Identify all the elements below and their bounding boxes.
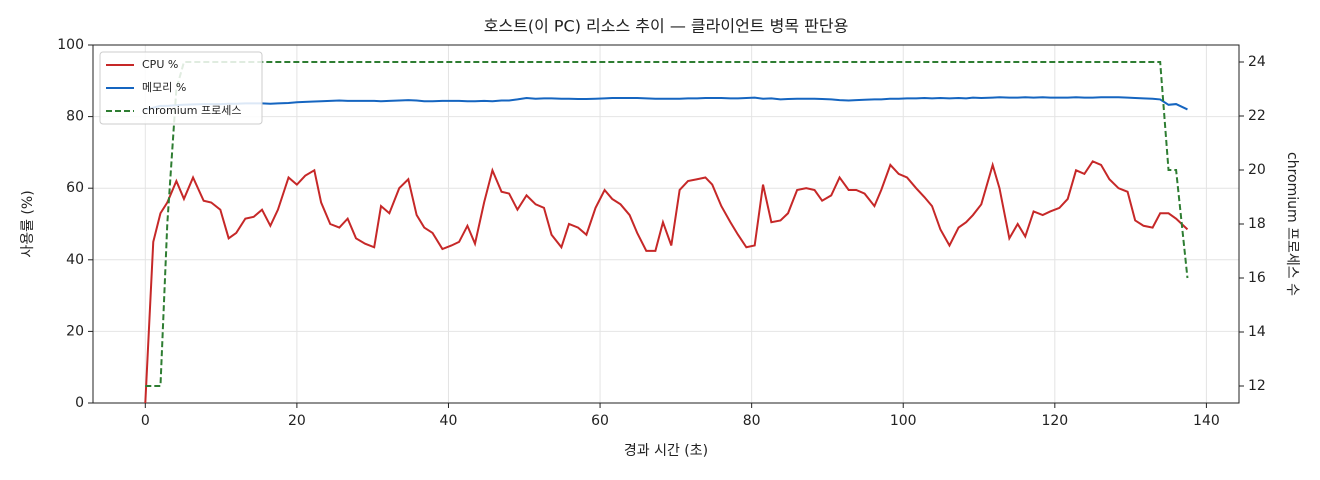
x-tick-label: 140 [1193, 413, 1220, 429]
y2-tick-label: 22 [1248, 108, 1266, 124]
x-tick-label: 80 [743, 413, 761, 429]
y2-tick-label: 16 [1248, 270, 1266, 286]
y2-tick-label: 14 [1248, 324, 1266, 340]
y-axis-label: 사용률 (%) [20, 190, 36, 257]
y2-tick-label: 12 [1248, 378, 1266, 394]
legend-box [99, 51, 263, 125]
x-axis-label: 경과 시간 (초) [624, 443, 708, 459]
y2-axis-label: chromium 프로세스 수 [1284, 152, 1300, 296]
y-tick-label: 20 [66, 323, 84, 339]
y-tick-label: 100 [57, 37, 84, 53]
x-tick-label: 0 [141, 413, 150, 429]
data-line [145, 61, 1189, 387]
chart-title: 호스트(이 PC) 리소스 추이 — 클라이언트 병목 판단용 [484, 17, 849, 36]
y-tick-label: 80 [66, 109, 84, 125]
y-tick-label: 40 [66, 252, 84, 268]
legend-label: CPU % [142, 58, 178, 71]
y-tick-label: 0 [75, 395, 84, 411]
data-line [145, 96, 1188, 111]
y2-tick-label: 20 [1248, 162, 1266, 178]
plot-frame [92, 44, 1240, 404]
x-tick-label: 40 [440, 413, 458, 429]
legend-label: 메모리 % [142, 81, 186, 94]
data-line [144, 160, 1189, 404]
x-tick-label: 120 [1041, 413, 1068, 429]
y-tick-label: 60 [66, 180, 84, 196]
x-tick-label: 60 [591, 413, 609, 429]
x-tick-label: 20 [288, 413, 306, 429]
legend-label: chromium 프로세스 [142, 104, 241, 117]
y2-tick-label: 18 [1248, 216, 1266, 232]
y2-tick-label: 24 [1248, 54, 1266, 70]
x-tick-label: 100 [890, 413, 917, 429]
